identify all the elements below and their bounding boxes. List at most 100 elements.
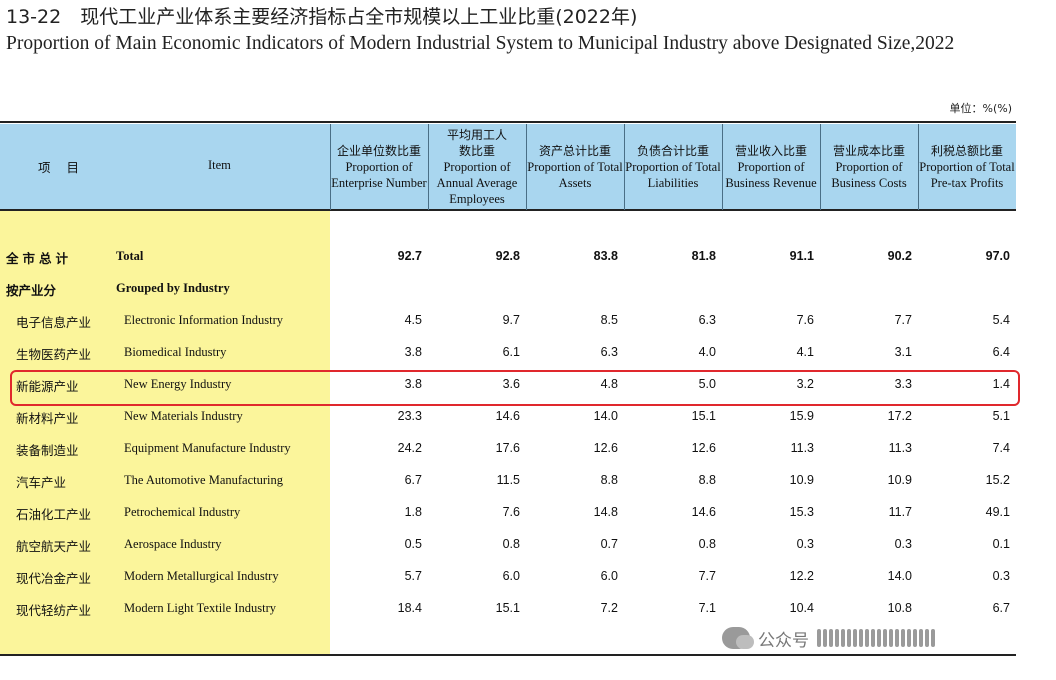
header-bottom-rule: [0, 209, 1016, 211]
column-header-4: 负债合计比重 Proportion of Total Liabilities: [624, 124, 722, 210]
table-cell: 7.7: [698, 569, 716, 583]
table-cell: 5.0: [698, 377, 716, 391]
table-cell: 10.8: [887, 601, 912, 615]
table-cell: 18.4: [397, 601, 422, 615]
row-label-cn: 装备制造业: [16, 443, 79, 458]
table-cell: 4.1: [796, 345, 814, 359]
table-title-cn: 13-22 现代工业产业体系主要经济指标占全市规模以上工业比重(2022年): [6, 6, 638, 28]
table-cell: 15.1: [691, 409, 716, 423]
column-header-cn: 利税总额比重: [930, 144, 1003, 158]
table-cell: 8.5: [600, 313, 618, 327]
table-row: 航空航天产业 Aerospace Industry 0.5 0.8 0.7 0.8 0.3 0…: [0, 529, 1016, 561]
table-cell: 7.7: [894, 313, 912, 327]
table-cell: 4.8: [600, 377, 618, 391]
table-cell: 6.7: [404, 473, 422, 487]
column-header-cn: 负债合计比重: [636, 144, 709, 158]
table-cell: 11.3: [790, 441, 814, 455]
table-cell: 4.5: [404, 313, 422, 327]
row-label-en: Total: [116, 249, 144, 263]
header-divider: [526, 124, 527, 210]
table-cell: 0.5: [404, 537, 422, 551]
table-cell: 5.7: [404, 569, 422, 583]
table-cell: 23.3: [397, 409, 422, 423]
column-header-3: 资产总计比重 Proportion of Total Assets: [526, 124, 624, 210]
row-label-cn: 现代冶金产业: [16, 571, 92, 586]
data-table: 项 目 Item 企业单位数比重 Proportion of Enterprise…: [0, 121, 1016, 656]
row-label-en: New Materials Industry: [124, 409, 243, 423]
row-label-en: Equipment Manufacture Industry: [124, 441, 291, 455]
table-cell: 0.3: [992, 569, 1010, 583]
table-row: 装备制造业 Equipment Manufacture Industry 24.2 1…: [0, 433, 1016, 465]
column-header-en: Proportion of Enterprise Number: [331, 160, 427, 190]
table-cell: 0.1: [992, 537, 1010, 551]
table-header: [0, 124, 1016, 210]
row-label-cn: 汽车产业: [16, 475, 67, 490]
header-divider: [428, 124, 429, 210]
table-cell: 6.3: [600, 345, 618, 359]
table-cell: 4.0: [698, 345, 716, 359]
table-row: 汽车产业 The Automotive Manufacturing 6.7 11.5 8…: [0, 465, 1016, 497]
table-top-rule: [0, 121, 1016, 123]
table-cell: 81.8: [691, 249, 716, 263]
table-cell: 11.5: [496, 473, 520, 487]
table-cell: 5.4: [992, 313, 1010, 327]
unit-label: 单位：%(%): [949, 102, 1013, 115]
table-cell: 8.8: [600, 473, 618, 487]
table-cell: 3.6: [502, 377, 520, 391]
row-label-cn: 现代轻纺产业: [16, 603, 92, 618]
column-header-5: 营业收入比重 Proportion of Business Revenue: [722, 124, 820, 210]
table-cell: 49.1: [985, 505, 1010, 519]
header-divider: [918, 124, 919, 210]
table-cell: 17.2: [887, 409, 912, 423]
table-cell: 3.2: [796, 377, 814, 391]
table-cell: 6.0: [600, 569, 618, 583]
table-cell: 0.8: [698, 537, 716, 551]
table-cell: 7.6: [502, 505, 520, 519]
row-label-en: The Automotive Manufacturing: [124, 473, 283, 487]
table-cell: 91.1: [789, 249, 814, 263]
header-item-en: Item: [208, 158, 231, 172]
table-row: 石油化工产业 Petrochemical Industry 1.8 7.6 14.8 14…: [0, 497, 1016, 529]
table-cell: 0.3: [796, 537, 814, 551]
petrochemical-highlight-box: [10, 370, 1020, 406]
table-row: 新材料产业 New Materials Industry 23.3 14.6 14.0 1…: [0, 401, 1016, 433]
table-cell: 5.1: [992, 409, 1010, 423]
wechat-icon: [722, 627, 754, 649]
table-row: 生物医药产业 Biomedical Industry 3.8 6.1 6.3 4.0 4.1…: [0, 337, 1016, 369]
table-cell: 1.8: [404, 505, 422, 519]
row-label-cn: 新能源产业: [16, 379, 79, 394]
watermark-text: 公众号: [758, 630, 809, 651]
header-item-cn: 项 目: [38, 160, 85, 175]
table-cell: 14.6: [691, 505, 716, 519]
row-label-en: Petrochemical Industry: [124, 505, 241, 519]
table-cell: 97.0: [985, 249, 1010, 263]
table-cell: 3.3: [894, 377, 912, 391]
table-row: 现代冶金产业 Modern Metallurgical Industry 5.7 6.…: [0, 561, 1016, 593]
table-cell: 0.7: [600, 537, 618, 551]
table-cell: 11.3: [888, 441, 912, 455]
table-row-group: 按产业分 Grouped by Industry: [0, 273, 1016, 305]
table-cell: 14.0: [593, 409, 618, 423]
table-cell: 12.2: [789, 569, 814, 583]
header-divider: [820, 124, 821, 210]
row-label-en: Modern Light Textile Industry: [124, 601, 276, 615]
column-header-en: Proportion of Business Revenue: [725, 160, 817, 190]
row-label-cn: 新材料产业: [16, 411, 79, 426]
table-cell: 14.0: [887, 569, 912, 583]
table-cell: 6.7: [992, 601, 1010, 615]
column-header-1: 企业单位数比重 Proportion of Enterprise Number: [330, 124, 428, 210]
table-cell: 0.3: [894, 537, 912, 551]
column-header-cn: 营业成本比重: [832, 144, 905, 158]
watermark: 公众号: [722, 618, 1032, 658]
row-label-en: Biomedical Industry: [124, 345, 227, 359]
table-cell: 7.4: [992, 441, 1010, 455]
table-row: 电子信息产业 Electronic Information Industry 4.5…: [0, 305, 1016, 337]
column-header-en: Proportion of Business Costs: [831, 160, 907, 190]
table-cell: 14.6: [495, 409, 520, 423]
table-cell: 17.6: [495, 441, 520, 455]
table-cell: 0.8: [502, 537, 520, 551]
table-cell: 24.2: [397, 441, 422, 455]
column-header-cn: 企业单位数比重: [336, 144, 421, 158]
column-header-cn: 营业收入比重: [734, 144, 807, 158]
table-cell: 12.6: [593, 441, 618, 455]
